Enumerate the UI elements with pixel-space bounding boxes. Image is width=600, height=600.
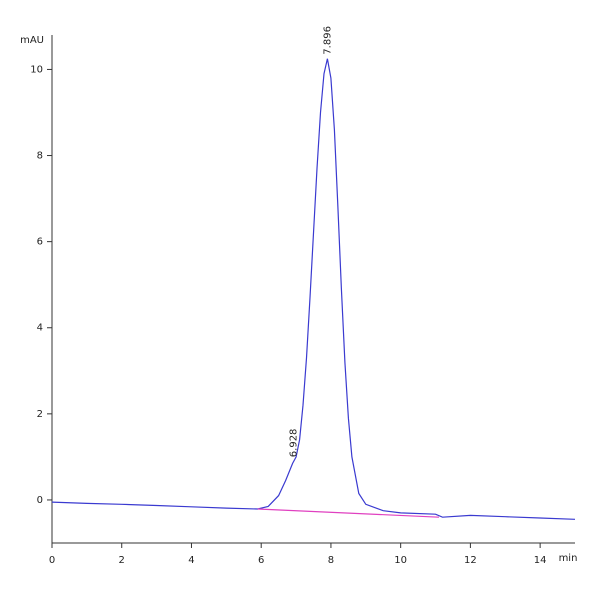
x-tick-label: 8 (328, 555, 334, 566)
peak-label: 6.928 (289, 429, 300, 458)
y-tick-label: 2 (37, 409, 43, 420)
x-tick-label: 2 (119, 555, 125, 566)
x-tick-label: 0 (49, 555, 55, 566)
y-axis-label: mAU (20, 35, 44, 46)
x-tick-label: 4 (188, 555, 194, 566)
y-tick-label: 10 (30, 64, 43, 75)
x-tick-label: 12 (464, 555, 477, 566)
y-tick-label: 0 (37, 495, 43, 506)
series-line (257, 508, 440, 518)
peak-label: 7.896 (322, 26, 333, 55)
x-tick-label: 10 (394, 555, 407, 566)
y-tick-label: 8 (37, 151, 43, 162)
x-axis-label: min (559, 553, 578, 564)
y-tick-label: 6 (37, 237, 43, 248)
x-tick-label: 14 (534, 555, 547, 566)
y-tick-label: 4 (37, 323, 43, 334)
x-tick-label: 6 (258, 555, 264, 566)
series-line (51, 58, 576, 520)
